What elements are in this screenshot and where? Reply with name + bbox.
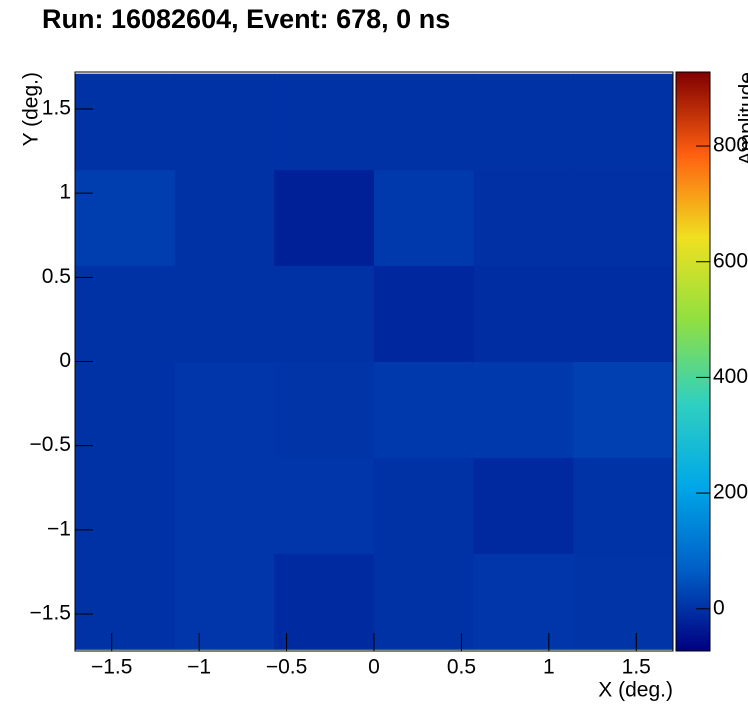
heatmap-cell xyxy=(573,73,674,171)
x-tick-label: 1 xyxy=(543,656,555,679)
colorbar-tick-label: 600 xyxy=(713,249,748,272)
heatmap-cell xyxy=(75,169,176,267)
heatmap-cell xyxy=(573,361,674,458)
heatmap-cell xyxy=(473,73,574,171)
heatmap-cell xyxy=(473,457,574,554)
heatmap-cell xyxy=(75,73,176,171)
heatmap-cell xyxy=(374,265,475,362)
heatmap-cell xyxy=(374,553,475,650)
heatmap-cell xyxy=(274,73,375,171)
y-tick-label: −1.5 xyxy=(30,602,71,625)
x-axis-title: X (deg.) xyxy=(598,679,673,702)
heatmap-cell xyxy=(75,553,176,650)
y-tick-label: 0.5 xyxy=(42,265,71,288)
heatmap-cell xyxy=(573,457,674,554)
x-tick-label: 0.5 xyxy=(447,656,476,679)
heatmap-cell xyxy=(274,361,375,458)
heatmap-cell xyxy=(274,553,375,650)
heatmap-cell xyxy=(473,265,574,362)
heatmap-cell xyxy=(573,169,674,267)
heatmap-cell xyxy=(174,553,275,650)
heatmap-cell xyxy=(174,457,275,554)
heatmap-cell xyxy=(174,169,275,267)
heatmap-cell xyxy=(174,265,275,362)
heatmap-cell xyxy=(274,265,375,362)
heatmap-cell xyxy=(473,361,574,458)
heatmap-cell xyxy=(75,361,176,458)
chart-title: Run: 16082604, Event: 678, 0 ns xyxy=(42,4,450,34)
y-tick-label: 0 xyxy=(59,349,71,372)
heatmap-cell xyxy=(573,553,674,650)
colorbar-tick-label: 200 xyxy=(713,481,748,504)
x-tick-label: −1.5 xyxy=(91,656,132,679)
y-axis-title: Y (deg.) xyxy=(20,72,43,146)
heatmap-cell xyxy=(274,169,375,267)
y-tick-label: −1 xyxy=(47,517,71,540)
heatmap-cell xyxy=(75,265,176,362)
colorbar xyxy=(675,71,711,652)
heatmap-cell xyxy=(473,169,574,267)
heatmap-cell xyxy=(374,361,475,458)
heatmap-cell xyxy=(75,457,176,554)
x-tick-label: −1 xyxy=(187,656,211,679)
heatmap-cell xyxy=(374,457,475,554)
colorbar-tick-label: 400 xyxy=(713,365,748,388)
heatmap-cell xyxy=(473,553,574,650)
y-tick-label: 1.5 xyxy=(42,97,71,120)
x-tick-label: −0.5 xyxy=(266,656,307,679)
heatmap-cell xyxy=(573,265,674,362)
z-axis-title: Amplitude xyxy=(736,72,748,165)
x-tick-label: 0 xyxy=(368,656,380,679)
heatmap-cell xyxy=(374,73,475,171)
x-tick-label: 1.5 xyxy=(622,656,651,679)
heatmap-cell xyxy=(174,361,275,458)
heatmap-cell xyxy=(274,457,375,554)
y-tick-label: 1 xyxy=(59,181,71,204)
heatmap-cell xyxy=(174,73,275,171)
heatmap-cell xyxy=(374,169,475,267)
colorbar-tick-label: 0 xyxy=(713,596,725,619)
y-tick-label: −0.5 xyxy=(30,433,71,456)
colorbar-tick-label: 800 xyxy=(713,134,748,157)
